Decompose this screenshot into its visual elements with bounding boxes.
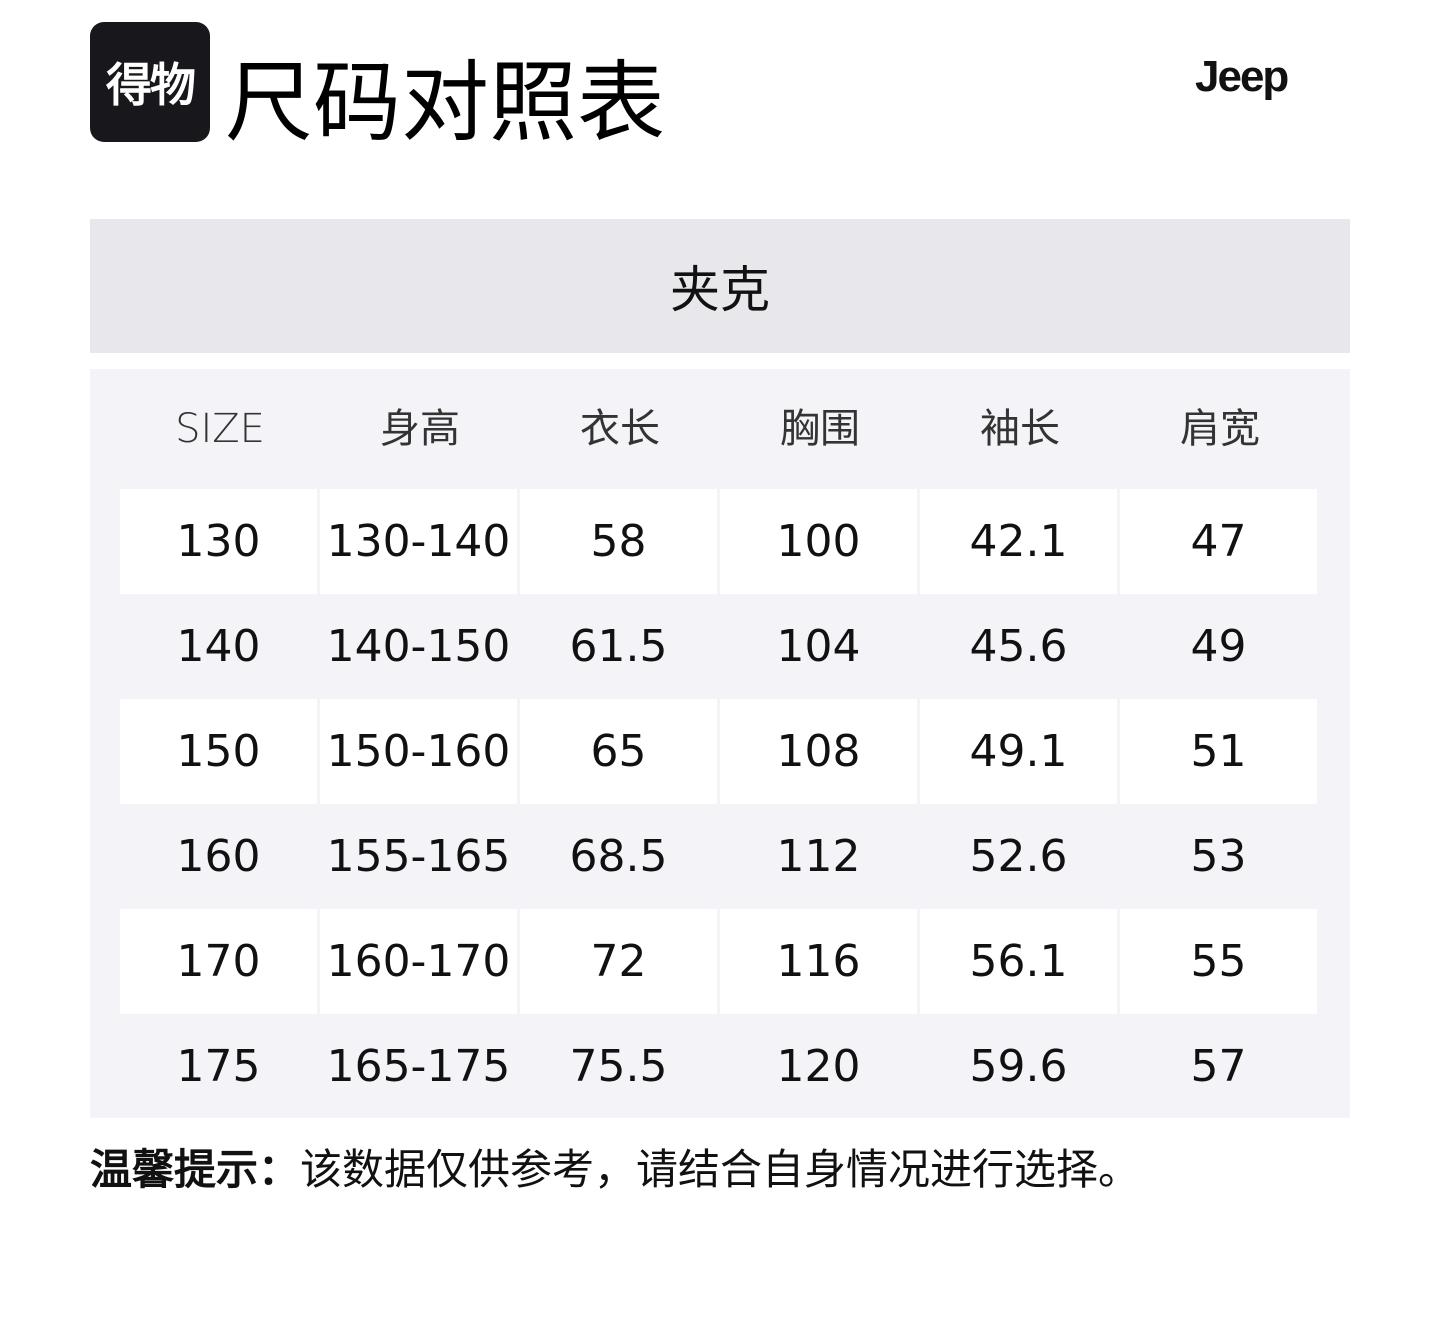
table-cell: 47 [1120,489,1317,594]
header-cell: 袖长 [980,406,1060,452]
table-body: 130 130-140 58 100 42.1 47 140 140-150 61.5 104 45… [120,489,1320,1119]
size-table: SIZE 身高 衣长 胸围 袖长 肩宽 130 130-140 58 100 42.1 4… [90,369,1350,1118]
table-cell: 165-175 [326,1041,511,1092]
table-cell: 155-165 [326,831,511,882]
table-cell: 49 [1190,621,1247,672]
table-cell: 57 [1190,1041,1247,1092]
header-cell: SIZE [175,406,265,452]
table-cell: 100 [720,489,917,594]
table-cell: 58 [520,489,717,594]
table-cell: 130-140 [320,489,517,594]
table-cell: 140-150 [326,621,511,672]
table-cell: 130 [120,489,317,594]
table-cell: 116 [720,909,917,1014]
table-cell: 65 [520,699,717,804]
table-cell: 150 [120,699,317,804]
table-cell: 160-170 [320,909,517,1014]
table-row: 150 150-160 65 108 49.1 51 [120,699,1320,804]
table-cell: 75.5 [569,1041,668,1092]
table-row: 170 160-170 72 116 56.1 55 [120,909,1320,1014]
tip-note: 温馨提示：该数据仅供参考，请结合自身情况进行选择。 [90,1140,1140,1200]
table-cell: 61.5 [569,621,668,672]
table-row: 175 165-175 75.5 120 59.6 57 [120,1014,1320,1119]
table-cell: 45.6 [969,621,1068,672]
table-cell: 51 [1120,699,1317,804]
table-row: 140 140-150 61.5 104 45.6 49 [120,594,1320,699]
table-cell: 104 [776,621,861,672]
category-label: 夹克 [670,261,770,319]
table-cell: 49.1 [920,699,1117,804]
table-cell: 42.1 [920,489,1117,594]
table-cell: 68.5 [569,831,668,882]
header-cell: 衣长 [580,406,660,452]
table-cell: 112 [776,831,861,882]
table-cell: 72 [520,909,717,1014]
jeep-logo: Jeep [1195,52,1289,101]
header-cell: 肩宽 [1180,406,1260,452]
table-cell: 140 [176,621,261,672]
table-cell: 53 [1190,831,1247,882]
table-cell: 56.1 [920,909,1117,1014]
category-banner: 夹克 [90,219,1350,353]
table-cell: 52.6 [969,831,1068,882]
table-row: 130 130-140 58 100 42.1 47 [120,489,1320,594]
table-cell: 170 [120,909,317,1014]
table-cell: 150-160 [320,699,517,804]
table-cell: 160 [176,831,261,882]
table-cell: 120 [776,1041,861,1092]
header-cell: 身高 [380,406,460,452]
table-cell: 175 [176,1041,261,1092]
table-cell: 55 [1120,909,1317,1014]
table-header: SIZE 身高 衣长 胸围 袖长 肩宽 [120,369,1320,489]
header-cell: 胸围 [780,406,860,452]
page-title: 尺码对照表 [225,51,666,154]
table-cell: 59.6 [969,1041,1068,1092]
dewu-logo: 得物 [90,22,210,142]
tip-label: 温馨提示： [90,1145,301,1194]
tip-text: 该数据仅供参考，请结合自身情况进行选择。 [300,1145,1141,1194]
table-cell: 108 [720,699,917,804]
table-row: 160 155-165 68.5 112 52.6 53 [120,804,1320,909]
